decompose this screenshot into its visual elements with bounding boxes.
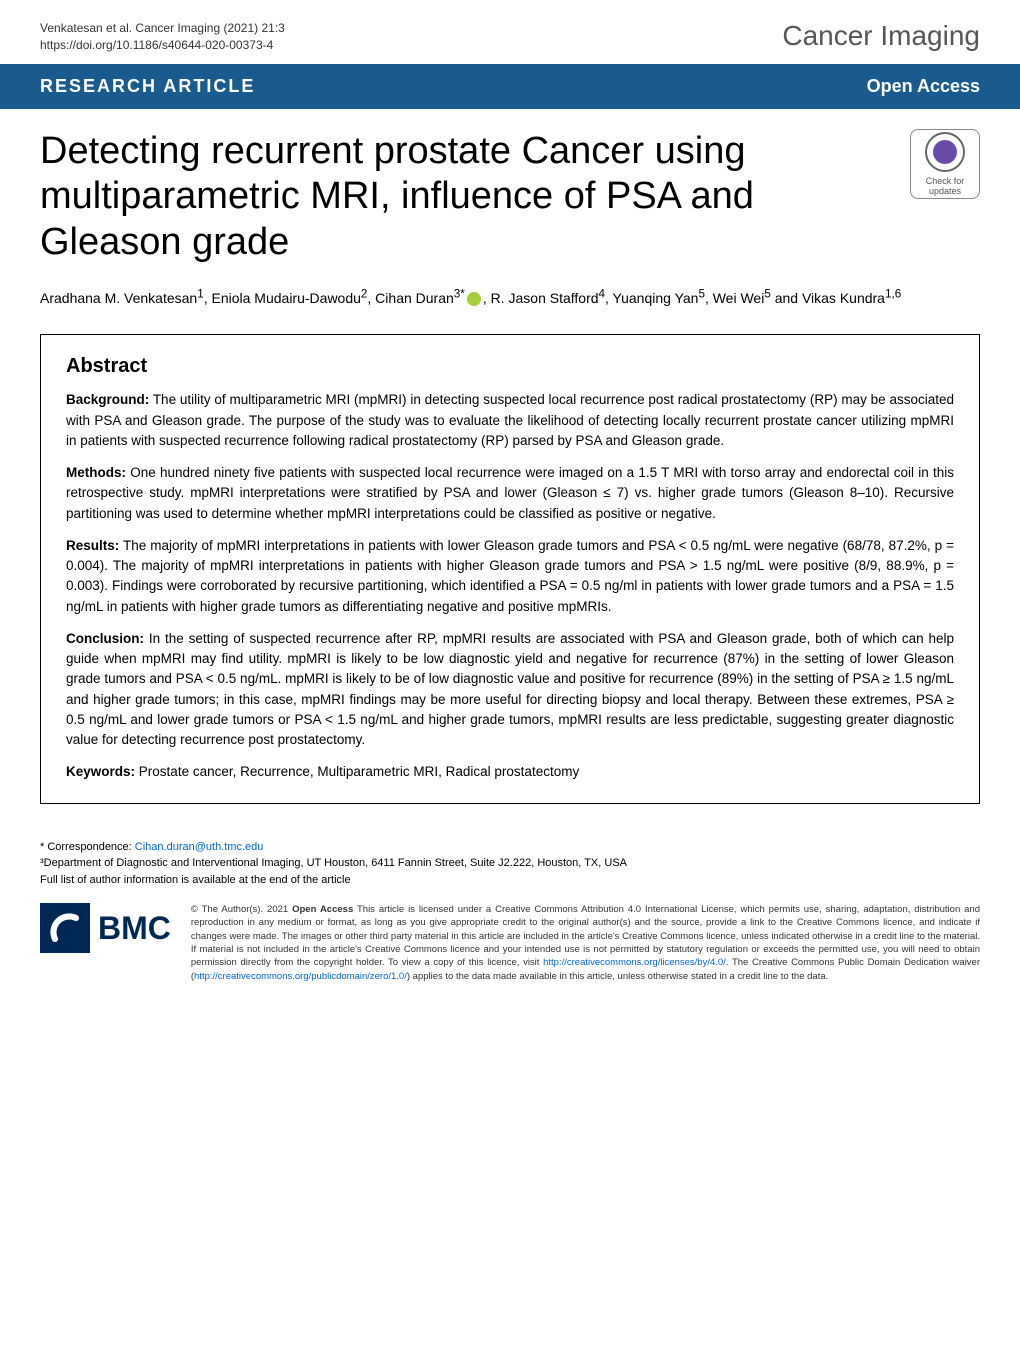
keywords-text: Prostate cancer, Recurrence, Multiparame… [139, 764, 579, 779]
bmc-text: BMC [98, 910, 171, 947]
license-url1[interactable]: http://creativecommons.org/licenses/by/4… [543, 957, 726, 968]
keywords: Keywords: Prostate cancer, Recurrence, M… [66, 762, 954, 782]
keywords-label: Keywords: [66, 764, 135, 779]
abstract-conclusion: Conclusion: In the setting of suspected … [66, 629, 954, 751]
results-label: Results: [66, 538, 119, 553]
license-text: © The Author(s). 2021 Open Access This a… [191, 903, 980, 983]
header-band: RESEARCH ARTICLE Open Access [0, 64, 1020, 109]
author-text: Aradhana M. Venkatesan1, Eniola Mudairu-… [40, 290, 901, 306]
methods-label: Methods: [66, 465, 126, 480]
conclusion-text: In the setting of suspected recurrence a… [66, 631, 954, 747]
article-title: Detecting recurrent prostate Cancer usin… [40, 129, 840, 266]
correspondence-affiliation: ³Department of Diagnostic and Interventi… [40, 855, 980, 872]
doi-line: https://doi.org/10.1186/s40644-020-00373… [40, 37, 285, 54]
abstract-methods: Methods: One hundred ninety five patient… [66, 463, 954, 524]
authors-list: Aradhana M. Venkatesan1, Eniola Mudairu-… [0, 275, 1020, 319]
access-type: Open Access [867, 76, 980, 97]
license-url2[interactable]: http://creativecommons.org/publicdomain/… [194, 971, 407, 982]
abstract-background: Background: The utility of multiparametr… [66, 390, 954, 451]
abstract-heading: Abstract [66, 355, 954, 378]
footer-row: BMC © The Author(s). 2021 Open Access Th… [0, 893, 1020, 1013]
background-text: The utility of multiparametric MRI (mpMR… [66, 392, 954, 448]
abstract-box: Abstract Background: The utility of mult… [40, 334, 980, 803]
orcid-icon[interactable] [467, 292, 481, 306]
correspondence-label: * Correspondence: [40, 841, 132, 853]
title-section: Detecting recurrent prostate Cancer usin… [0, 109, 1020, 276]
correspondence-line: * Correspondence: Cihan.duran@uth.tmc.ed… [40, 839, 980, 856]
results-text: The majority of mpMRI interpretations in… [66, 538, 954, 614]
journal-citation: Venkatesan et al. Cancer Imaging (2021) … [40, 20, 285, 54]
license-body3: ) applies to the data made available in … [407, 971, 828, 982]
check-updates-badge[interactable]: Check for updates [910, 129, 980, 199]
crossmark-icon [925, 132, 965, 172]
correspondence-block: * Correspondence: Cihan.duran@uth.tmc.ed… [0, 819, 1020, 894]
license-bold: Open Access [292, 904, 353, 915]
abstract-results: Results: The majority of mpMRI interpret… [66, 536, 954, 617]
article-type: RESEARCH ARTICLE [40, 76, 255, 97]
check-updates-label: Check for updates [911, 176, 979, 196]
conclusion-label: Conclusion: [66, 631, 144, 646]
bmc-logo[interactable]: BMC [40, 903, 171, 953]
bmc-icon [40, 903, 90, 953]
top-bar: Venkatesan et al. Cancer Imaging (2021) … [0, 0, 1020, 64]
background-label: Background: [66, 392, 149, 407]
citation-line: Venkatesan et al. Cancer Imaging (2021) … [40, 20, 285, 37]
license-prefix: © The Author(s). 2021 [191, 904, 292, 915]
journal-name: Cancer Imaging [782, 20, 980, 52]
bmc-arc-icon [48, 911, 83, 946]
correspondence-full-list: Full list of author information is avail… [40, 872, 980, 889]
correspondence-email[interactable]: Cihan.duran@uth.tmc.edu [135, 841, 264, 853]
methods-text: One hundred ninety five patients with su… [66, 465, 954, 521]
